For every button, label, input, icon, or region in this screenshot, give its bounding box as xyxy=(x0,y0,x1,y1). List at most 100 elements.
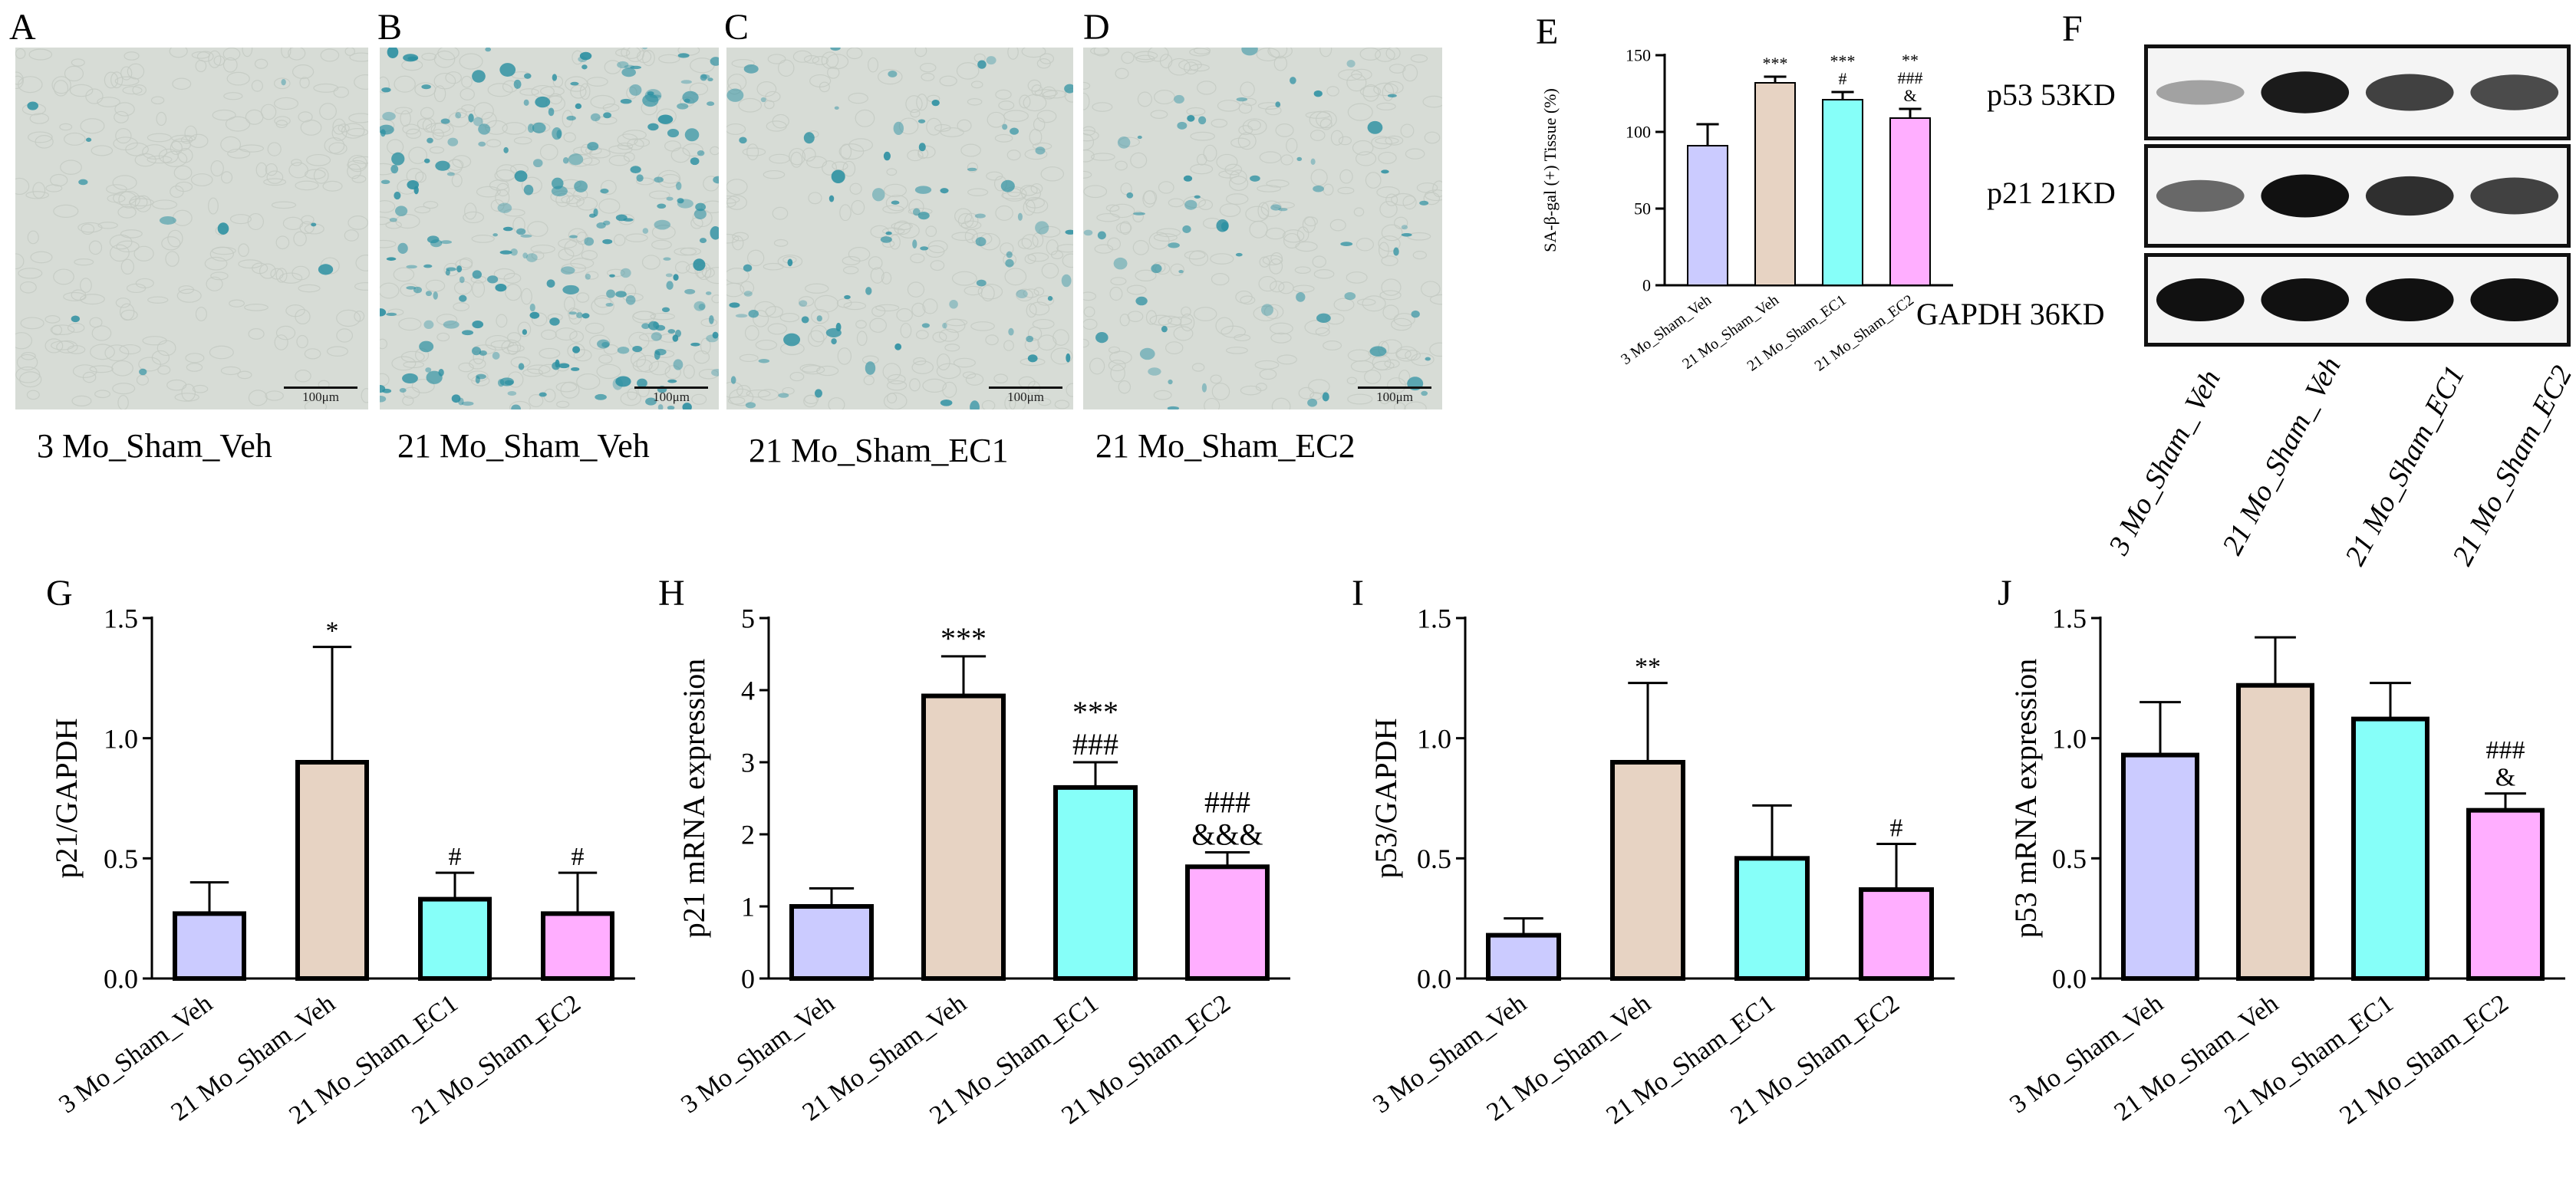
significance-mark: ### xyxy=(1072,727,1118,761)
y-tick-label: 0 xyxy=(741,964,755,995)
stained-cell xyxy=(816,315,822,322)
stained-cell xyxy=(406,265,417,269)
stained-cell xyxy=(801,316,809,324)
stained-cell xyxy=(1161,325,1168,333)
bar-4 xyxy=(541,911,614,981)
stained-cell xyxy=(1135,296,1148,306)
stained-cell xyxy=(527,123,535,133)
bar-2 xyxy=(2236,682,2314,981)
stained-cell xyxy=(942,322,947,329)
stained-cell xyxy=(970,400,980,409)
caption-c: 21 Mo_Sham_EC1 xyxy=(749,432,1009,469)
y-axis-label: p53/GAPDH xyxy=(1369,719,1403,879)
stained-cell xyxy=(1064,84,1073,94)
micrograph-21mo-sham-veh: 100μm xyxy=(380,48,719,409)
stained-cell xyxy=(472,320,484,329)
stained-cell xyxy=(472,270,482,279)
y-tick-label: 0.5 xyxy=(1417,844,1451,874)
stained-cell xyxy=(532,159,543,168)
significance-mark: *** xyxy=(940,621,987,656)
stained-cell xyxy=(1174,94,1184,104)
stained-cell xyxy=(748,310,759,318)
stained-cell xyxy=(986,56,996,65)
y-tick-label: 1.5 xyxy=(1417,604,1451,634)
stained-cell xyxy=(459,276,465,284)
stained-cell xyxy=(661,307,670,313)
band-lane-2 xyxy=(2261,174,2350,218)
y-tick-label: 1.5 xyxy=(104,604,138,634)
y-tick-label: 0.5 xyxy=(2052,844,2087,874)
stained-cell xyxy=(1201,383,1207,393)
stained-cell xyxy=(615,376,631,387)
stained-cell xyxy=(690,342,700,347)
stained-cell xyxy=(532,122,546,133)
stained-cell xyxy=(380,124,394,135)
stained-cell xyxy=(1344,291,1356,301)
stained-cell xyxy=(440,240,453,245)
stained-cell xyxy=(1097,231,1106,240)
stained-cell xyxy=(695,202,707,212)
stained-cell xyxy=(710,57,719,66)
stained-cell xyxy=(520,234,532,238)
stained-cell xyxy=(380,395,387,403)
stained-cell xyxy=(830,48,841,51)
stained-cell xyxy=(667,329,676,334)
stained-cell xyxy=(967,167,977,172)
lane-label-4: 21 Mo_Sham_EC2 xyxy=(2446,360,2576,571)
stained-cell xyxy=(478,141,486,147)
y-tick-label: 50 xyxy=(1634,199,1651,219)
stained-cell xyxy=(697,150,705,156)
stained-cell xyxy=(1313,90,1323,97)
stained-cell xyxy=(1290,77,1296,84)
stained-cell xyxy=(518,363,525,370)
stained-cell xyxy=(525,253,538,262)
stained-cell xyxy=(651,332,662,341)
stained-cell xyxy=(707,101,715,107)
stained-cell xyxy=(478,123,491,135)
panel-label-j: J xyxy=(1998,573,2012,613)
significance-mark: # xyxy=(449,843,462,871)
stained-cell xyxy=(443,320,460,329)
stained-cell xyxy=(524,73,532,79)
stained-cell xyxy=(560,266,575,275)
stained-cell xyxy=(677,53,690,58)
stained-cell xyxy=(1367,120,1383,134)
stained-cell xyxy=(653,321,658,328)
stained-cell xyxy=(621,67,636,77)
y-tick-label: 1 xyxy=(741,892,755,923)
band-lane-1 xyxy=(2156,80,2245,105)
stained-cell xyxy=(673,274,679,281)
stained-cell xyxy=(865,287,872,295)
significance-mark: ### xyxy=(2486,736,2525,765)
stained-cell xyxy=(630,166,641,174)
stained-cell xyxy=(499,250,512,255)
stained-cell xyxy=(476,373,486,380)
stained-cell xyxy=(760,97,766,103)
stained-cell xyxy=(707,77,713,82)
stained-cell xyxy=(726,88,744,102)
stained-cell xyxy=(865,361,876,375)
stained-cell xyxy=(502,226,513,232)
stained-cell xyxy=(395,206,408,216)
stained-cell xyxy=(386,312,397,317)
stained-cell xyxy=(666,281,674,290)
stained-cell xyxy=(834,106,839,110)
stained-cell xyxy=(217,222,229,235)
band-lane-2 xyxy=(2261,278,2350,321)
stained-cell xyxy=(600,188,609,194)
stained-cell xyxy=(743,291,753,297)
stained-cell xyxy=(654,219,670,230)
stained-cell xyxy=(636,174,644,183)
significance-mark: *** xyxy=(1830,51,1856,71)
stained-cell xyxy=(511,404,521,409)
stained-cell xyxy=(440,118,450,124)
stained-cell xyxy=(743,64,759,74)
stained-cell xyxy=(641,323,651,329)
stained-cell xyxy=(1027,354,1038,363)
stained-cell xyxy=(574,180,588,192)
stained-cell xyxy=(514,170,528,183)
micrograph-21mo-sham-ec1: 100μm xyxy=(726,48,1073,409)
stained-cell xyxy=(523,99,529,106)
